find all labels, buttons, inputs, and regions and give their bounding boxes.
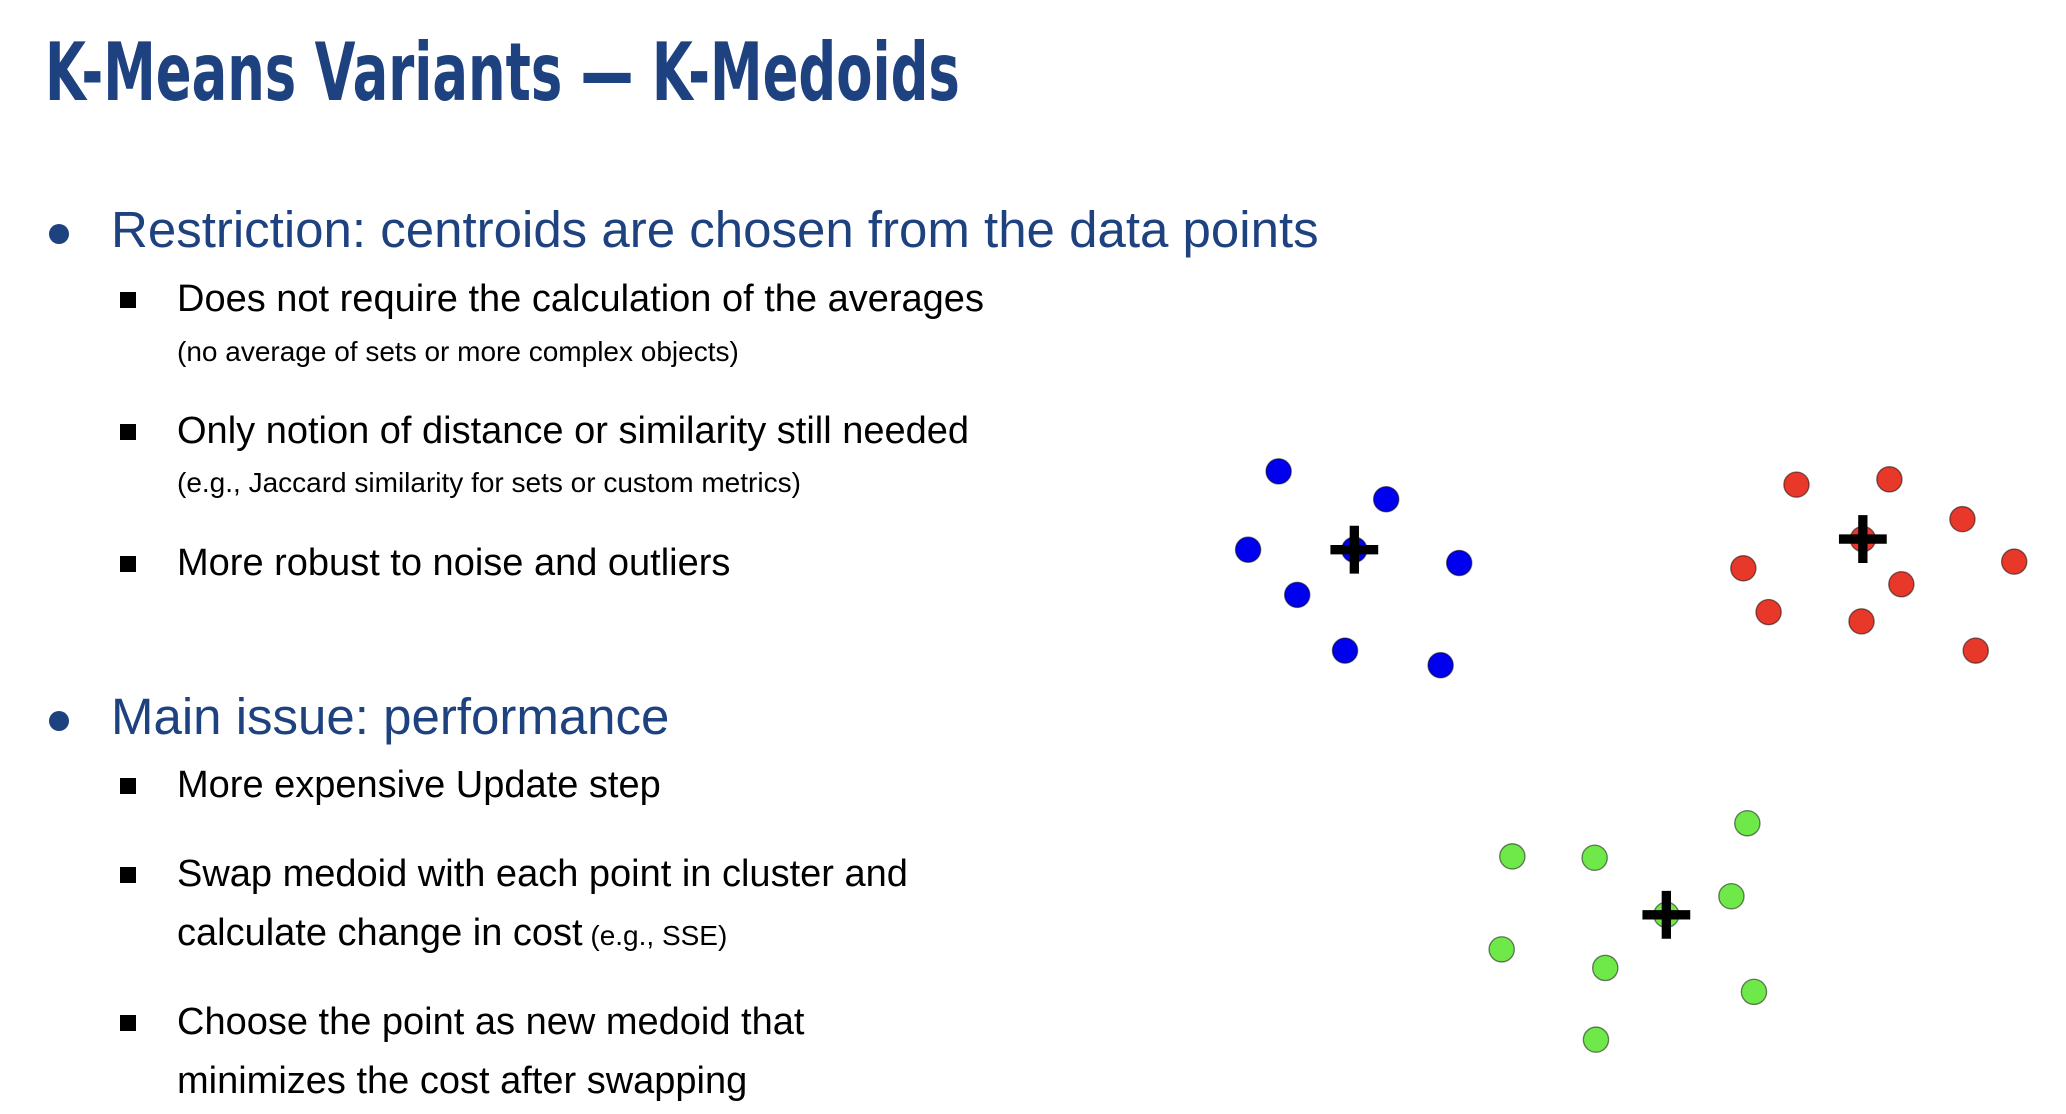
blue-cluster xyxy=(1234,458,1473,679)
green-data-point xyxy=(1499,843,1526,870)
bullet-dot xyxy=(49,711,69,731)
bullet-text: Restriction: centroids are chosen from t… xyxy=(111,201,1319,258)
square-bullet xyxy=(120,556,136,572)
green-cluster xyxy=(1488,809,1768,1053)
square-bullet xyxy=(120,1015,136,1031)
red-cluster xyxy=(1730,466,2028,664)
blue-data-point xyxy=(1427,651,1454,679)
red-data-point xyxy=(1876,466,1903,493)
red-medoid-marker xyxy=(1838,515,1887,563)
sub-bullet-note: (e.g., Jaccard similarity for sets or cu… xyxy=(177,467,801,498)
blue-data-point xyxy=(1331,637,1359,664)
red-data-point xyxy=(1962,637,1989,664)
green-data-point xyxy=(1582,1026,1610,1053)
square-bullet xyxy=(120,778,136,794)
green-data-point xyxy=(1591,954,1619,982)
sub-bullet-text: Does not require the calculation of the … xyxy=(177,278,984,320)
green-medoid-marker xyxy=(1642,890,1691,939)
red-data-point xyxy=(1888,570,1915,598)
blue-medoid-marker xyxy=(1330,525,1379,574)
sub-bullet-text-line2: minimizes the cost after swapping xyxy=(177,1060,748,1102)
bullet-text: Main issue: performance xyxy=(111,688,670,745)
blue-data-point xyxy=(1283,581,1311,609)
red-data-point xyxy=(1848,608,1875,635)
green-data-point xyxy=(1488,936,1515,963)
sub-bullet-text-line1: Choose the point as new medoid that xyxy=(177,1001,805,1043)
green-data-point xyxy=(1740,978,1768,1006)
blue-data-point xyxy=(1372,485,1400,513)
green-data-point xyxy=(1734,809,1761,837)
blue-data-point xyxy=(1234,536,1262,563)
green-data-point xyxy=(1581,844,1608,872)
square-bullet xyxy=(120,292,136,308)
sub-bullet-text-line2: calculate change in cost xyxy=(177,912,583,954)
sub-bullet-text: Only notion of distance or similarity st… xyxy=(177,410,970,452)
red-data-point xyxy=(1730,555,1757,582)
sub-bullet-text: More robust to noise and outliers xyxy=(177,542,731,584)
sub-bullet-text-line1: Swap medoid with each point in cluster a… xyxy=(177,853,908,895)
bullet-dot xyxy=(49,224,69,244)
sub-bullet-small-note: (e.g., SSE) xyxy=(582,920,728,951)
square-bullet xyxy=(120,424,136,440)
red-data-point xyxy=(2000,548,2028,575)
blue-data-point xyxy=(1265,458,1292,485)
square-bullet xyxy=(120,867,136,883)
green-data-point xyxy=(1718,882,1745,910)
blue-data-point xyxy=(1445,549,1473,577)
sub-bullet-text: More expensive Update step xyxy=(177,764,661,806)
sub-bullet-note: (no average of sets or more complex obje… xyxy=(177,336,739,367)
red-data-point xyxy=(1783,471,1810,498)
slide-title: K-Means Variants — K-Medoids xyxy=(45,26,960,119)
red-data-point xyxy=(1755,598,1782,626)
red-data-point xyxy=(1949,505,1976,533)
